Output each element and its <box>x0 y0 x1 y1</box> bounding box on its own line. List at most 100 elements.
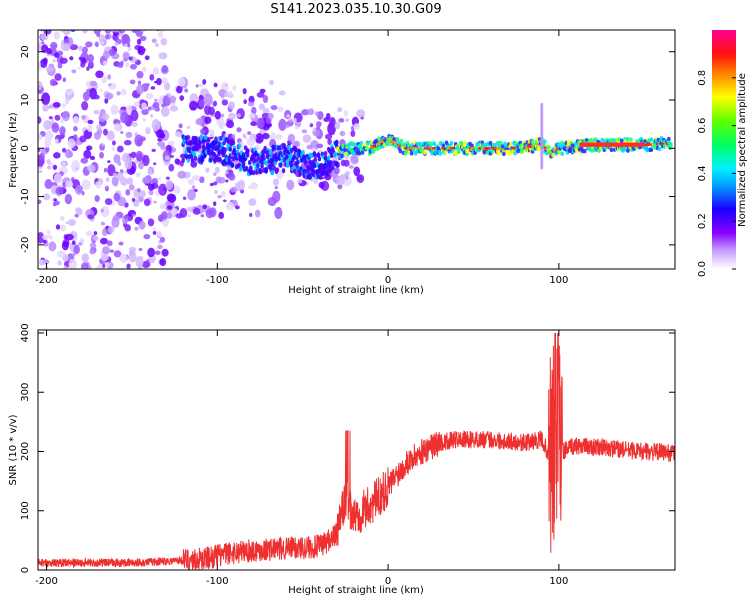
spectral-blob <box>71 69 77 74</box>
spectral-blob <box>344 171 350 177</box>
spectral-blob <box>133 101 141 108</box>
spectral-ridge-cell <box>335 139 339 145</box>
spectral-blob <box>123 214 129 220</box>
spectral-blob <box>50 103 54 109</box>
spectral-blob <box>43 30 52 35</box>
spectral-blob <box>131 121 138 127</box>
spectral-ridge-cell <box>223 147 227 153</box>
spectral-ridge-cell <box>357 151 362 156</box>
spectral-blob <box>167 212 172 219</box>
spectral-blob <box>236 127 242 133</box>
spectral-blob <box>154 250 161 256</box>
spectral-ridge-cell <box>197 143 202 150</box>
spectral-blob <box>248 112 256 119</box>
spectral-blob <box>100 221 106 226</box>
spectral-ridge-cell <box>399 138 404 144</box>
spectral-blob <box>61 110 70 122</box>
spectral-blob <box>57 63 63 69</box>
spectral-ridge-cell <box>619 138 624 144</box>
spectral-blob <box>64 193 73 205</box>
spectral-blob <box>228 173 236 181</box>
spectral-blob <box>315 111 319 117</box>
spectral-blob <box>108 83 112 87</box>
spectral-blob <box>100 208 104 213</box>
spectral-blob <box>141 260 151 269</box>
spectral-blob <box>159 203 167 210</box>
spectrogram-heatmap <box>38 30 673 269</box>
spectral-blob <box>100 205 110 218</box>
spectral-blob <box>139 35 147 42</box>
spectral-blob <box>151 148 156 152</box>
spectral-blob <box>157 141 166 147</box>
spectral-blob <box>126 177 134 185</box>
spectral-blob <box>89 249 96 255</box>
spectral-blob <box>48 241 57 252</box>
spectral-blob <box>81 100 89 111</box>
spectral-blob <box>39 30 45 32</box>
spectral-blob <box>125 104 133 115</box>
spectral-blob <box>69 56 74 61</box>
spectral-ridge-cell <box>278 162 283 168</box>
spectral-blob <box>169 154 174 158</box>
spectral-blob <box>186 126 191 129</box>
spectral-blob <box>53 173 62 184</box>
spectral-ridge-cell <box>228 146 233 152</box>
spectral-blob <box>138 248 143 251</box>
spectral-blob <box>52 202 57 207</box>
y-tick-label: 100 <box>20 501 31 520</box>
colorbar-tick-label: 0.8 <box>697 70 708 86</box>
spectral-blob <box>111 140 116 146</box>
spectral-blob <box>167 94 172 98</box>
spectral-blob <box>125 131 133 138</box>
spectral-blob <box>213 172 217 176</box>
spectral-blob <box>139 190 146 198</box>
spectral-blob <box>75 167 79 170</box>
y-tick-label: 400 <box>20 323 31 342</box>
spectral-blob <box>195 84 199 88</box>
spectral-blob <box>338 118 345 123</box>
spectral-blob <box>223 199 227 203</box>
spectral-blob <box>186 206 191 212</box>
spectral-blob <box>218 211 225 220</box>
spectral-ridge-cell <box>432 141 437 146</box>
spectral-blob <box>61 161 67 168</box>
spectral-blob <box>214 110 221 120</box>
spectral-blob <box>254 209 261 218</box>
spectral-ridge-cell <box>449 141 454 146</box>
spectral-ridge-cell <box>264 168 268 174</box>
spectral-blob <box>129 79 136 85</box>
spectral-ridge-cell <box>256 163 260 169</box>
spectral-blob <box>149 74 155 81</box>
spectral-blob <box>143 198 151 207</box>
spectral-blob <box>141 108 149 116</box>
spectral-blob <box>56 250 66 258</box>
snr-frame <box>37 329 676 571</box>
spectral-blob <box>169 105 179 112</box>
spectral-blob <box>93 94 100 100</box>
colorbar: 0.0 0.2 0.4 0.6 0.8 Normalized spectral ampl… <box>697 30 748 277</box>
spectral-blob <box>137 80 142 86</box>
spectral-blob <box>93 30 101 35</box>
figure-title: S141.2023.035.10.30.G09 <box>270 2 441 17</box>
spectral-blob <box>247 131 252 135</box>
spectral-blob <box>348 165 355 169</box>
spectral-blob <box>269 79 274 86</box>
spectral-ridge-cell <box>209 157 213 163</box>
spectral-blob <box>86 145 93 151</box>
spectral-blob <box>152 162 157 166</box>
spectral-blob <box>353 166 361 177</box>
spectral-ridge-cell <box>284 154 289 160</box>
spectral-blob <box>177 77 186 87</box>
spectral-blob <box>204 104 212 116</box>
spectral-blob <box>116 171 124 182</box>
spectral-blob <box>81 30 89 34</box>
spectral-blob <box>228 112 236 120</box>
spectral-blob <box>151 118 161 131</box>
spectral-blob <box>301 109 310 116</box>
spectral-ridge-cell <box>308 174 313 180</box>
colorbar-label: Normalized spectral amplitude <box>737 73 748 227</box>
spectral-blob <box>248 95 255 104</box>
spectral-blob <box>249 212 253 218</box>
spectral-blob <box>71 160 80 173</box>
spectral-blob <box>145 92 154 100</box>
